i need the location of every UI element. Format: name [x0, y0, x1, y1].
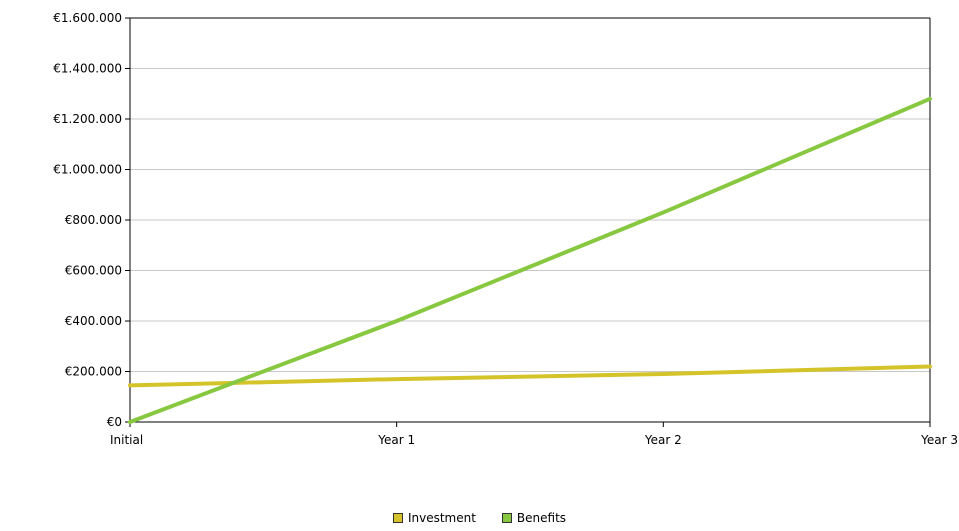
series-lines — [128, 96, 932, 424]
x-tick-label: Year 2 — [644, 433, 682, 447]
y-tick-label: €1.600.000 — [53, 11, 122, 25]
y-tick-label: €1.400.000 — [53, 62, 122, 76]
data-point-benefits — [129, 421, 131, 423]
line-chart: €0 €200.000 €400.000 €600.000 €800.000 €1.000… — [53, 11, 958, 447]
data-point-investment — [396, 378, 398, 380]
series-line-investment — [128, 364, 932, 388]
data-point-investment — [929, 365, 931, 367]
grid-lines — [130, 17, 930, 372]
legend-swatch-investment — [392, 513, 403, 523]
data-point-investment — [129, 384, 131, 386]
data-point-benefits — [396, 320, 398, 322]
data-point-benefits — [662, 211, 664, 213]
legend-item-investment: Investment — [392, 511, 476, 525]
x-tick-label: Year 1 — [377, 433, 415, 447]
legend-swatch-benefits — [501, 513, 512, 523]
legend-item-benefits: Benefits — [501, 511, 567, 525]
data-point-benefits — [929, 98, 931, 100]
x-axis: Initial Year 1 Year 2 Year 3 — [110, 421, 958, 447]
y-tick-label: €800.000 — [65, 213, 122, 227]
series-line-benefits — [128, 96, 932, 424]
x-tick-label: Initial — [110, 433, 143, 447]
y-tick-label: €0 — [107, 415, 122, 429]
legend-label-benefits: Benefits — [516, 511, 567, 525]
y-tick-label: €1.200.000 — [53, 112, 122, 126]
y-tick-label: €200.000 — [65, 365, 122, 379]
y-tick-label: €600.000 — [65, 264, 122, 278]
y-axis: €0 €200.000 €400.000 €600.000 €800.000 €1.000… — [53, 11, 931, 429]
y-tick-label: €400.000 — [65, 314, 122, 328]
data-point-investment — [662, 373, 664, 375]
legend-label-investment: Investment — [407, 511, 476, 525]
y-tick-label: €1.000.000 — [53, 163, 122, 177]
x-tick-label: Year 3 — [920, 433, 958, 447]
legend: Investment Benefits — [0, 511, 959, 525]
